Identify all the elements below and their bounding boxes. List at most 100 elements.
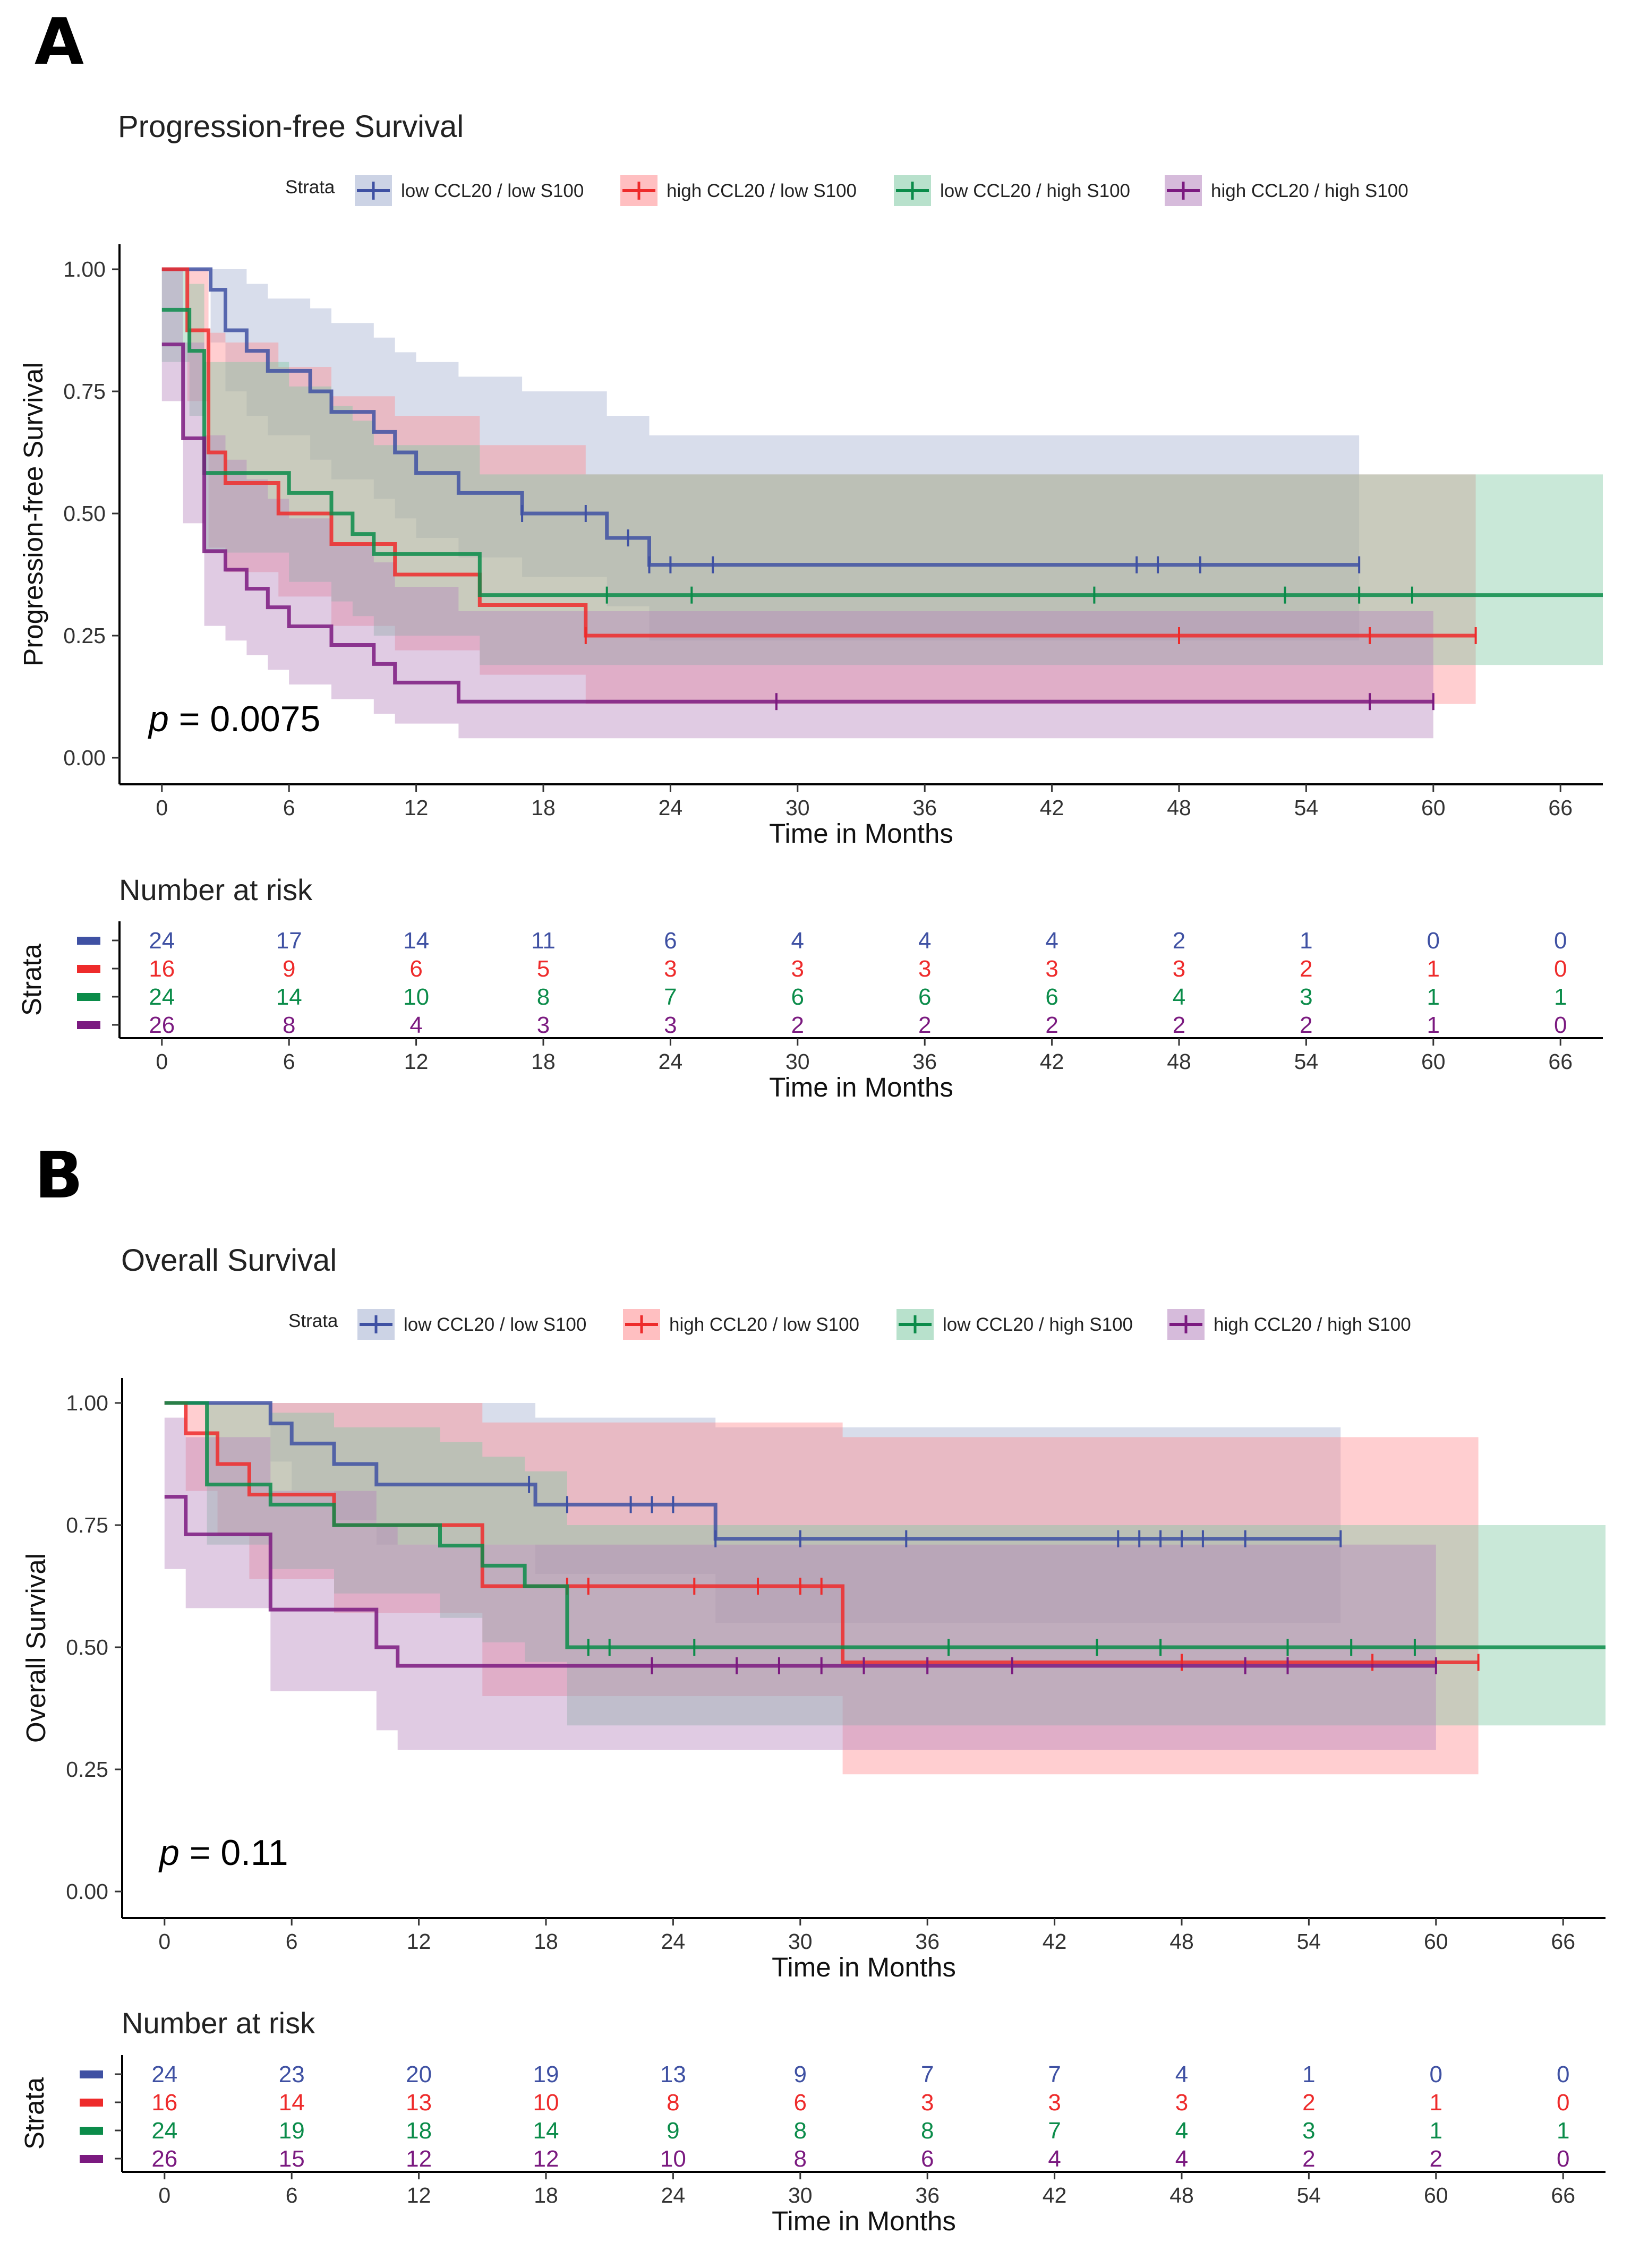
risk-count: 8 [794, 2146, 807, 2172]
risk-count: 15 [279, 2146, 305, 2172]
risk-row-key-low-ccl20-high-s100 [80, 2127, 103, 2135]
risk-row-key-low-ccl20-low-s100 [80, 2070, 103, 2078]
risk-count: 2 [791, 1012, 804, 1038]
risk-count: 16 [151, 2090, 177, 2116]
risk-x-tick-label: 18 [531, 1049, 556, 1074]
risk-count: 4 [1175, 2118, 1188, 2144]
risk-count: 19 [533, 2061, 559, 2087]
x-tick-label: 66 [1551, 1929, 1575, 1954]
x-tick-label: 24 [659, 795, 683, 820]
x-tick-label: 6 [283, 795, 295, 820]
risk-count: 2 [918, 1012, 931, 1038]
x-tick-label: 24 [661, 1929, 686, 1954]
risk-count: 4 [1175, 2061, 1188, 2087]
risk-count: 8 [537, 984, 550, 1010]
risk-count: 20 [406, 2061, 432, 2087]
risk-count: 1 [1554, 984, 1567, 1010]
risk-count: 3 [1173, 956, 1185, 982]
km-curve-low-ccl20-low-s100 [164, 1401, 1341, 1541]
p-value-text: = 0.0075 [169, 699, 320, 739]
x-tick-label: 60 [1421, 795, 1446, 820]
y-axis-label: Progression-free Survival [18, 362, 48, 666]
legend: Strata low CCL20 / low S100 high CCL20 / l… [288, 1309, 1411, 1340]
x-tick-label: 42 [1040, 795, 1064, 820]
risk-count: 14 [533, 2118, 559, 2144]
risk-x-axis-label: Time in Months [769, 1072, 953, 1102]
risk-count: 8 [921, 2118, 934, 2144]
p-symbol: p [158, 1833, 180, 1873]
x-tick-label: 12 [404, 795, 429, 820]
risk-count: 1 [1427, 1012, 1440, 1038]
y-tick-label: 0.00 [63, 746, 106, 770]
risk-count: 4 [1048, 2146, 1061, 2172]
risk-count: 19 [279, 2118, 305, 2144]
risk-count: 7 [664, 984, 677, 1010]
risk-count: 4 [409, 1012, 422, 1038]
panel-letter: A [35, 5, 84, 79]
risk-count: 13 [660, 2061, 686, 2087]
risk-x-tick-label: 12 [404, 1049, 429, 1074]
risk-count: 4 [918, 928, 931, 954]
risk-count: 8 [794, 2118, 807, 2144]
risk-count: 1 [1427, 956, 1440, 982]
risk-count: 24 [149, 928, 175, 954]
risk-count: 2 [1430, 2146, 1442, 2172]
risk-count: 0 [1554, 956, 1567, 982]
risk-x-tick-label: 0 [156, 1049, 168, 1074]
risk-count: 3 [664, 956, 677, 982]
legend-title: Strata [285, 177, 335, 198]
risk-count: 9 [667, 2118, 679, 2144]
y-tick-label: 0.75 [63, 379, 106, 404]
risk-count: 2 [1173, 928, 1185, 954]
risk-count: 11 [531, 928, 556, 954]
risk-table-title: Number at risk [119, 873, 313, 906]
chart-panel-a: A Progression-free Survival Strata low CCL2… [16, 5, 1603, 1102]
y-tick-label: 1.00 [66, 1391, 108, 1415]
risk-table-title: Number at risk [122, 2006, 315, 2040]
risk-x-tick-label: 12 [407, 2183, 431, 2207]
risk-count: 1 [1302, 2061, 1315, 2087]
risk-count: 10 [660, 2146, 686, 2172]
risk-x-tick-label: 36 [912, 1049, 937, 1074]
legend-title: Strata [288, 1311, 338, 1331]
risk-count: 3 [921, 2090, 934, 2116]
x-axis-label: Time in Months [769, 818, 953, 849]
risk-x-tick-label: 54 [1294, 1049, 1319, 1074]
risk-count: 7 [1048, 2061, 1061, 2087]
risk-x-tick-label: 18 [534, 2183, 558, 2207]
x-tick-label: 36 [915, 1929, 940, 1954]
p-value-text: = 0.11 [180, 1833, 288, 1873]
legend-label-high-ccl20-low-s100: high CCL20 / low S100 [667, 181, 857, 201]
legend-label-low-ccl20-high-s100: low CCL20 / high S100 [943, 1314, 1133, 1335]
risk-count: 26 [151, 2146, 177, 2172]
risk-count: 14 [276, 984, 302, 1010]
risk-count: 8 [667, 2090, 679, 2116]
risk-x-tick-label: 6 [283, 1049, 295, 1074]
chart-panel-b: B Overall Survival Strata low CCL20 / low S… [19, 1139, 1606, 2236]
risk-count: 6 [794, 2090, 807, 2116]
legend-label-low-ccl20-low-s100: low CCL20 / low S100 [401, 181, 584, 201]
km-curve-low-ccl20-low-s100 [161, 267, 1360, 567]
y-tick-label: 0.00 [66, 1879, 108, 1904]
risk-row-key-low-ccl20-high-s100 [77, 993, 100, 1001]
risk-count: 24 [149, 984, 175, 1010]
risk-x-tick-label: 42 [1040, 1049, 1064, 1074]
km-curve-high-ccl20-high-s100 [161, 343, 1433, 704]
risk-count: 2 [1173, 1012, 1185, 1038]
risk-count: 3 [1045, 956, 1058, 982]
y-tick-label: 1.00 [63, 257, 106, 281]
x-tick-label: 42 [1043, 1929, 1067, 1954]
legend-label-high-ccl20-high-s100: high CCL20 / high S100 [1214, 1314, 1411, 1335]
risk-x-tick-label: 30 [788, 2183, 813, 2207]
x-axis-label: Time in Months [772, 1952, 956, 1982]
x-tick-label: 60 [1424, 1929, 1448, 1954]
risk-count: 3 [1175, 2090, 1188, 2116]
x-tick-label: 18 [534, 1929, 558, 1954]
y-tick-label: 0.50 [66, 1635, 108, 1659]
x-tick-label: 30 [785, 795, 810, 820]
risk-count: 26 [149, 1012, 175, 1038]
risk-count: 0 [1554, 1012, 1567, 1038]
